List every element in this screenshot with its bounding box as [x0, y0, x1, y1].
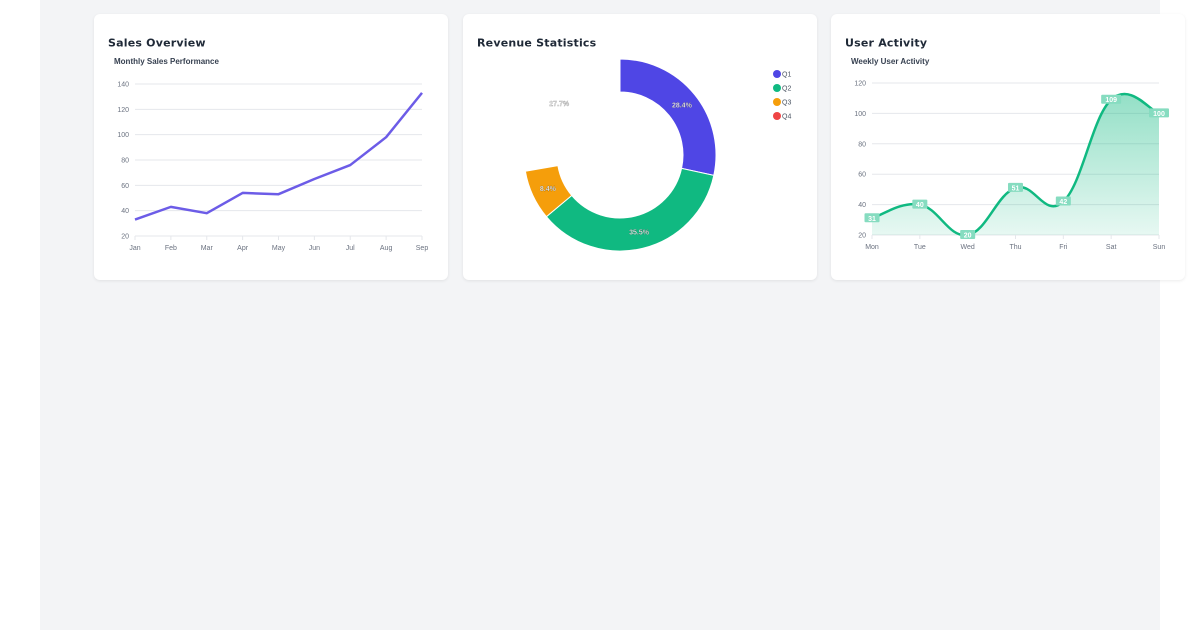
x-tick-label: Jun	[309, 245, 320, 252]
x-tick-label: Thu	[1009, 244, 1021, 251]
data-label-wed: 20	[964, 233, 972, 240]
donut-slice-q2	[545, 167, 715, 252]
sales-overview-card: Sales Overview Monthly Sales Performance…	[94, 14, 448, 280]
data-label-bg	[1149, 108, 1169, 118]
x-tick-label: Sep	[416, 245, 429, 252]
data-label-tue: 40	[916, 202, 924, 209]
x-tick-label: Jan	[129, 245, 140, 252]
y-tick-label: 20	[858, 233, 866, 240]
y-tick-label: 140	[117, 82, 129, 89]
y-tick-label: 40	[121, 208, 129, 215]
legend-label-q2: Q2	[782, 86, 791, 93]
y-tick-label: 100	[854, 111, 866, 118]
y-tick-label: 20	[121, 234, 129, 241]
chart-title: Monthly Sales Performance	[114, 57, 219, 66]
y-tick-label: 100	[117, 132, 129, 139]
x-tick-label: May	[272, 245, 286, 252]
data-label-bg	[960, 230, 976, 239]
card-title: User Activity	[845, 36, 928, 50]
x-tick-label: Mon	[865, 244, 879, 251]
activity-area-fill	[872, 94, 1159, 236]
y-tick-label: 40	[858, 202, 866, 209]
y-tick-label: 80	[858, 141, 866, 148]
x-tick-label: Tue	[914, 244, 926, 251]
user-activity-card: User Activity Weekly User Activity 20 40 60…	[831, 14, 1185, 280]
y-tick-label: 120	[117, 107, 129, 114]
x-tick-label: Wed	[961, 244, 975, 251]
legend-label-q3: Q3	[782, 100, 791, 107]
slice-label-q3: 8.4%	[540, 186, 557, 193]
donut-slice-q1	[619, 58, 717, 176]
y-tick-label: 80	[121, 158, 129, 165]
revenue-donut-chart: 28.4% 35.5% 8.4% 27.7% Q1 Q2 Q3 Q4	[524, 58, 791, 252]
x-tick-label: Aug	[380, 245, 393, 252]
legend-label-q4: Q4	[782, 114, 791, 121]
x-tick-label: Apr	[237, 245, 249, 252]
slice-label-q1: 28.4%	[672, 103, 693, 110]
y-tick-label: 120	[854, 81, 866, 88]
data-label-thu: 51	[1012, 185, 1020, 192]
x-tick-label: Sat	[1106, 244, 1117, 251]
chart-title: Weekly User Activity	[851, 57, 930, 66]
x-tick-label: Fri	[1059, 244, 1068, 251]
dashboard-main: Sales Overview Monthly Sales Performance…	[40, 0, 1185, 630]
x-tick-label: Feb	[165, 245, 177, 252]
card-title: Revenue Statistics	[477, 36, 597, 50]
sales-series-line	[134, 92, 423, 221]
data-label-mon: 31	[868, 216, 876, 223]
legend-label-q1: Q1	[782, 72, 791, 79]
legend-marker-q4	[773, 112, 781, 120]
legend-marker-q1	[773, 70, 781, 78]
data-label-bg	[1055, 196, 1071, 206]
data-label-sun: 100	[1153, 111, 1165, 118]
x-tick-label: Jul	[346, 245, 355, 252]
data-label-sat: 109	[1105, 97, 1117, 104]
slice-label-q4: 27.7%	[549, 101, 570, 108]
user-activity-area-chart: Weekly User Activity 20 40 60 80 100 120 Mon Tue…	[851, 57, 1169, 251]
donut-slice-q3	[524, 165, 573, 218]
sales-line-chart: Monthly Sales Performance 20 40 60 80 100 120 1…	[114, 57, 429, 252]
y-tick-label: 60	[858, 172, 866, 179]
data-label-bg	[1008, 182, 1023, 192]
data-label-fri: 42	[1059, 199, 1067, 206]
x-tick-label: Mar	[201, 245, 214, 252]
slice-label-q2: 35.5%	[629, 230, 650, 237]
legend-marker-q3	[773, 98, 781, 106]
revenue-statistics-card: Revenue Statistics 28.4% 35.5% 8.4% 27.7% Q1…	[463, 14, 817, 280]
y-tick-label: 60	[121, 183, 129, 190]
data-label-bg	[1101, 94, 1122, 104]
legend-marker-q2	[773, 84, 781, 92]
data-label-bg	[864, 213, 880, 223]
data-label-bg	[912, 199, 928, 209]
card-title: Sales Overview	[108, 36, 206, 50]
x-tick-label: Sun	[1153, 244, 1166, 251]
